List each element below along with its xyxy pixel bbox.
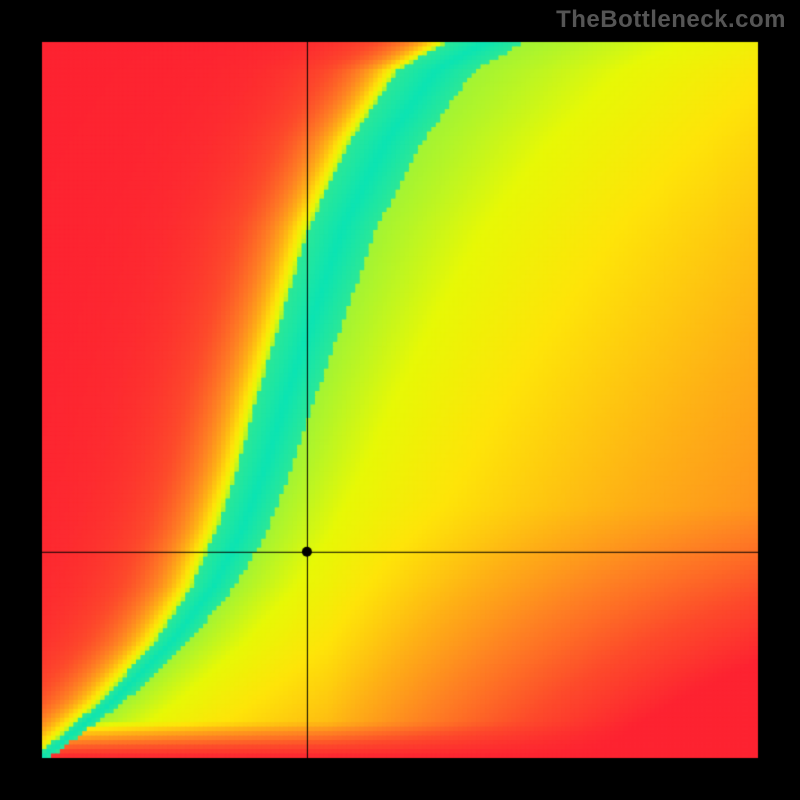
heatmap-canvas <box>0 0 800 800</box>
chart-container: TheBottleneck.com <box>0 0 800 800</box>
